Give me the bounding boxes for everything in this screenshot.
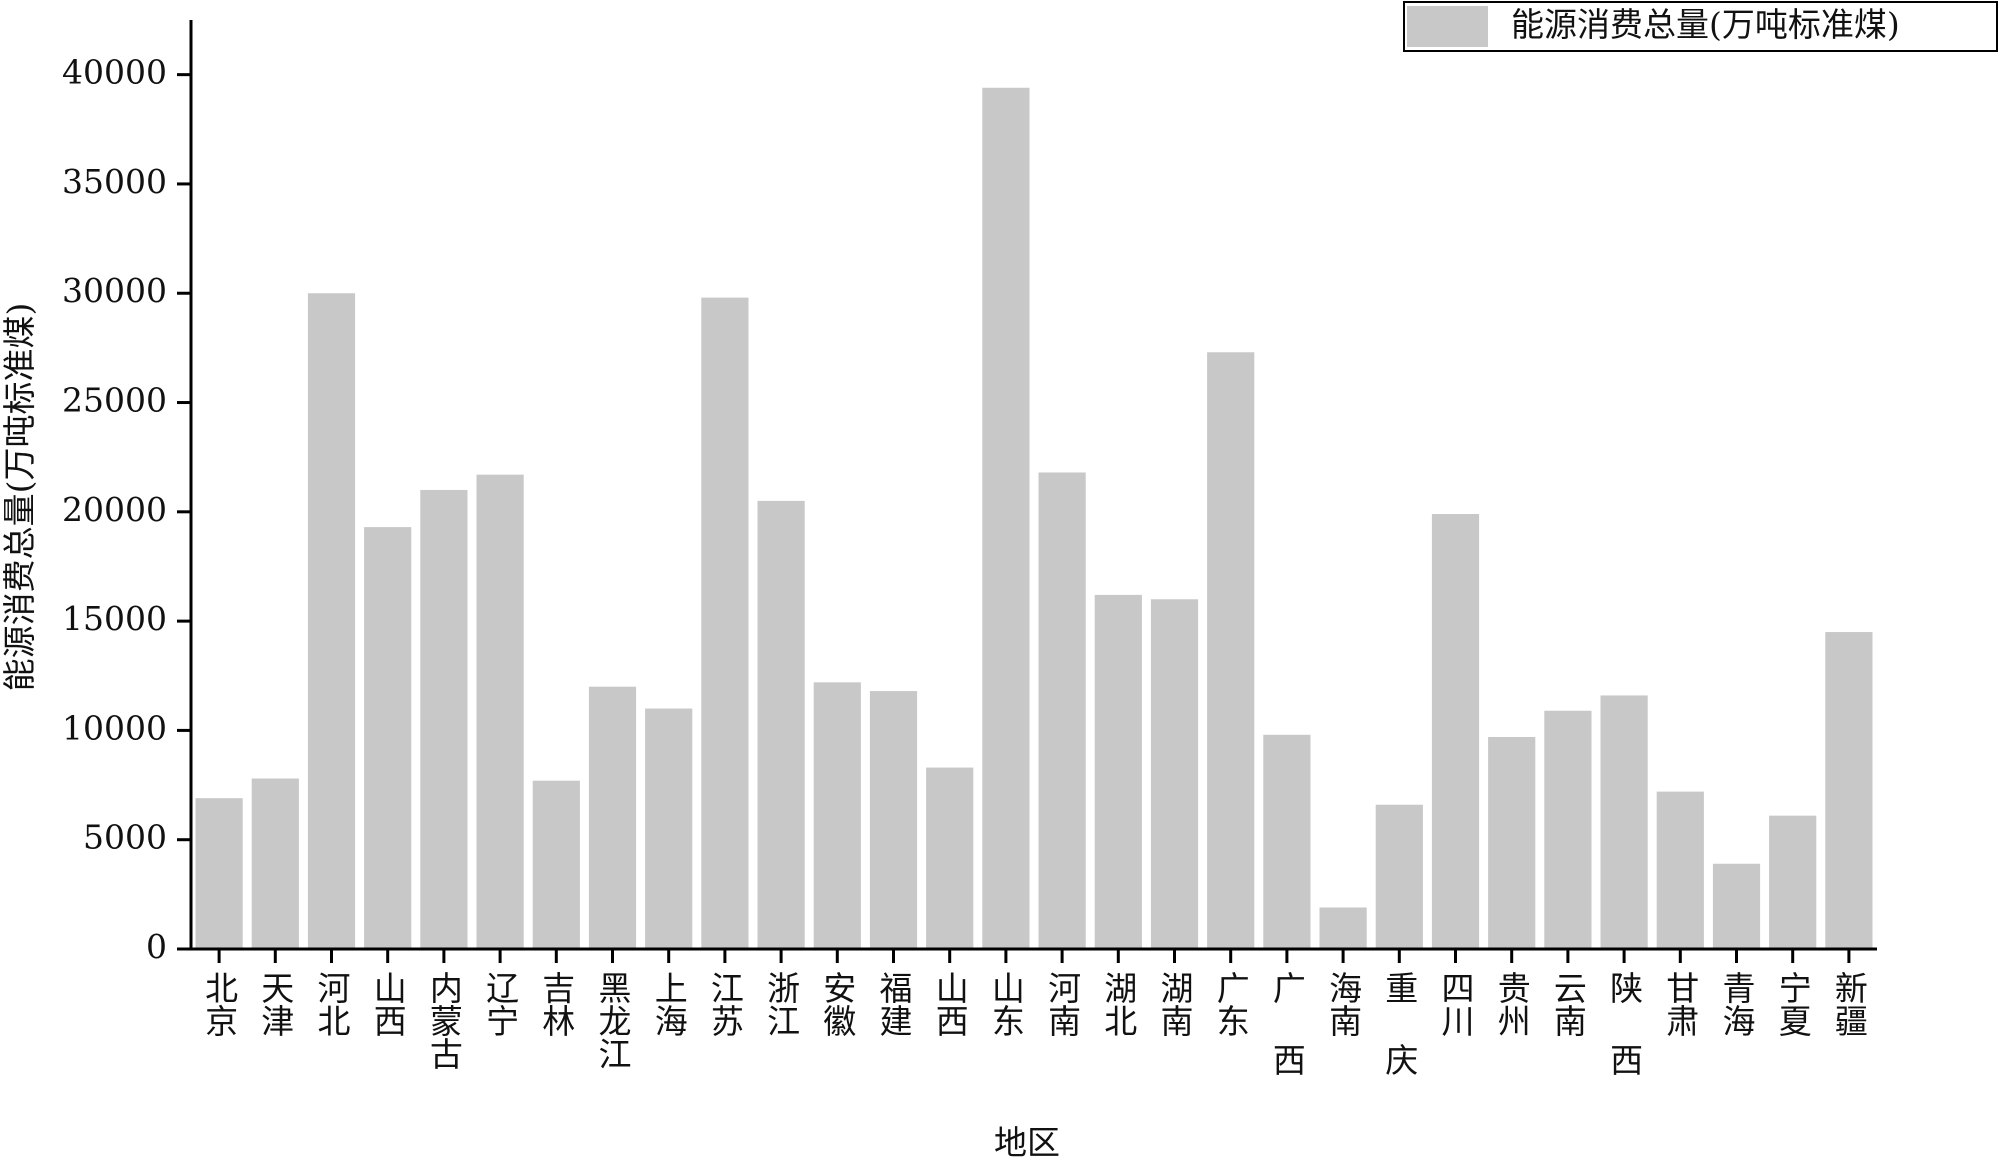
x-tick-label: 天津 (256, 971, 295, 1037)
x-tick-label: 广东 (1211, 971, 1250, 1037)
bar (476, 474, 524, 949)
bar (307, 293, 356, 949)
bar (1319, 907, 1367, 949)
bar (982, 87, 1030, 950)
x-tick-label: 甘肃 (1661, 971, 1700, 1037)
bar (757, 500, 805, 949)
x-tick-label: 内蒙古 (424, 971, 463, 1070)
bar (1712, 863, 1761, 949)
bar (1825, 632, 1873, 949)
bar (926, 767, 974, 949)
y-tick-label: 35000 (62, 162, 167, 201)
x-tick-label: 黑龙江 (593, 971, 632, 1070)
bar (195, 798, 243, 949)
bar (1488, 736, 1536, 949)
x-tick-label: 湖北 (1099, 971, 1138, 1037)
y-tick-label: 5000 (83, 818, 167, 857)
bar (532, 780, 580, 949)
x-tick-label: 山东 (986, 971, 1025, 1037)
bar (364, 527, 412, 949)
x-tick-label: 云南 (1548, 971, 1587, 1037)
x-tick-label: 山西 (930, 971, 969, 1037)
x-tick-label: 新疆 (1829, 971, 1868, 1037)
x-axis-title: 地区 (994, 1123, 1060, 1162)
x-tick-label: 河南 (1043, 971, 1082, 1037)
bar (1150, 599, 1199, 949)
bar (869, 691, 918, 949)
legend-label: 能源消费总量(万吨标准煤) (1511, 5, 1900, 44)
bar (1769, 815, 1817, 949)
x-tick-label: 海南 (1324, 971, 1363, 1037)
y-tick-label: 40000 (62, 53, 167, 92)
y-tick-label: 30000 (62, 271, 167, 310)
bar (588, 686, 637, 949)
x-tick-label: 广 西 (1267, 971, 1306, 1076)
y-tick-label: 0 (146, 927, 167, 966)
bar (701, 297, 749, 949)
x-tick-label: 湖南 (1155, 971, 1194, 1037)
legend-swatch (1407, 6, 1488, 47)
y-tick-label: 15000 (62, 599, 167, 638)
bar (420, 489, 468, 949)
bar (645, 708, 693, 949)
x-tick-label: 贵州 (1492, 971, 1531, 1037)
x-tick-label: 上海 (649, 971, 688, 1037)
bar (1375, 804, 1423, 949)
x-tick-label: 辽宁 (481, 971, 520, 1037)
y-tick-label: 25000 (62, 381, 167, 420)
x-tick-label: 福建 (874, 971, 913, 1037)
y-tick-label: 10000 (62, 708, 167, 747)
bar (1431, 514, 1480, 949)
x-tick-label: 青海 (1717, 971, 1756, 1037)
bar (1094, 594, 1142, 949)
bar (1038, 472, 1086, 949)
y-tick-label: 20000 (62, 490, 167, 529)
legend-box (1403, 1, 1998, 52)
x-tick-label: 吉林 (537, 971, 576, 1037)
x-tick-label: 重 庆 (1380, 971, 1419, 1076)
y-axis-title: 能源消费总量(万吨标准煤) (0, 303, 39, 692)
bar (1207, 352, 1255, 949)
x-tick-label: 四川 (1436, 971, 1475, 1037)
x-tick-label: 宁夏 (1773, 971, 1812, 1037)
bar (1600, 695, 1648, 949)
x-tick-label: 安徽 (818, 971, 857, 1037)
x-tick-label: 江苏 (705, 971, 744, 1037)
bar (1544, 710, 1592, 949)
x-tick-label: 河北 (312, 971, 351, 1037)
x-tick-label: 浙江 (762, 971, 801, 1037)
x-tick-label: 山西 (368, 971, 407, 1037)
x-tick-label: 陕 西 (1605, 971, 1644, 1076)
bar (251, 778, 299, 949)
bar (1263, 734, 1311, 949)
x-tick-label: 北京 (200, 971, 239, 1037)
bar (813, 682, 861, 949)
bar (1656, 791, 1704, 949)
